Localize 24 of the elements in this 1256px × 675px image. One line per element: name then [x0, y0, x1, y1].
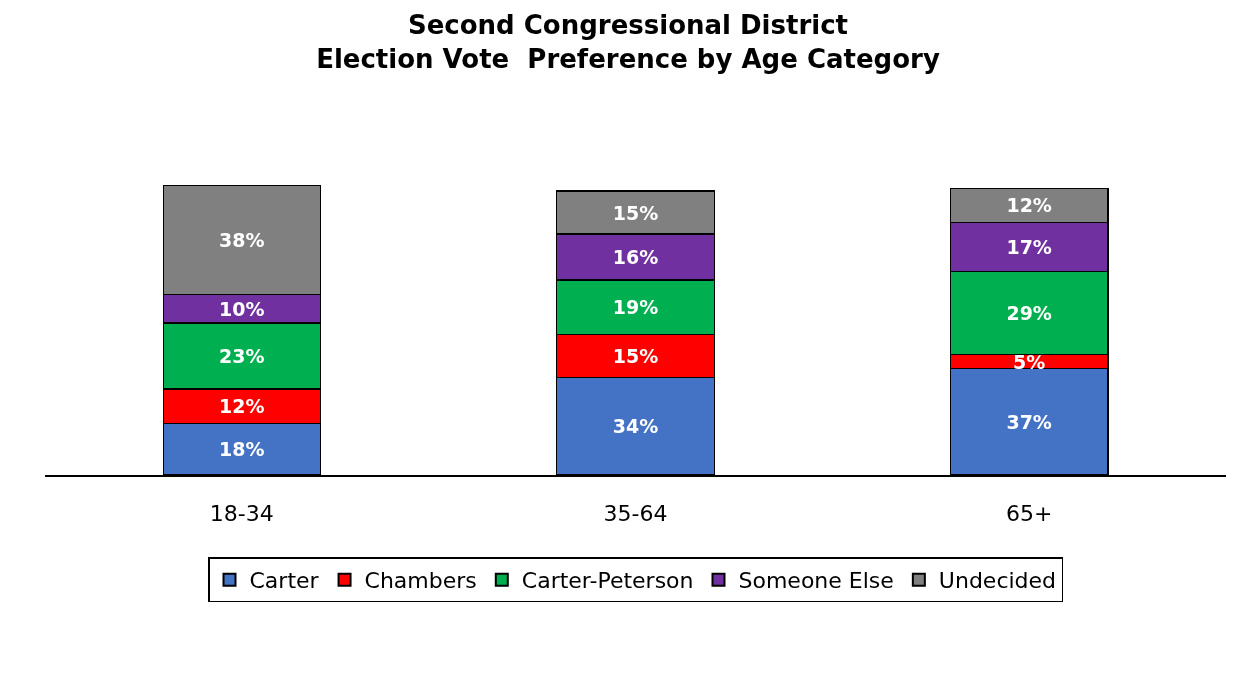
data-label: 5% — [1013, 350, 1046, 373]
x-tick-label: 35-64 — [603, 501, 668, 527]
chart-title: Second Congressional District Election Vote Preference by Age Category — [316, 9, 940, 74]
data-label: 10% — [219, 297, 265, 320]
data-label: 12% — [1006, 194, 1052, 217]
data-label: 29% — [1006, 301, 1052, 324]
legend-label: Chambers — [364, 568, 477, 594]
data-label: 15% — [612, 201, 659, 224]
data-label: 23% — [219, 344, 265, 367]
data-label: 17% — [1006, 235, 1052, 258]
data-label: 18% — [219, 438, 265, 461]
data-label: 16% — [612, 245, 659, 268]
legend-label: Carter-Peterson — [521, 568, 694, 594]
x-tick-label: 65+ — [1005, 501, 1053, 527]
data-label: 34% — [612, 415, 659, 438]
legend-label: Carter — [249, 568, 320, 594]
data-label: 38% — [219, 228, 265, 251]
x-tick-label: 18-34 — [209, 501, 274, 527]
data-label: 12% — [219, 395, 265, 418]
data-label: 19% — [612, 296, 659, 319]
legend-label: Undecided — [938, 568, 1057, 594]
data-label: 37% — [1006, 410, 1052, 433]
data-label: 15% — [612, 344, 659, 367]
legend-label: Someone Else — [738, 568, 894, 594]
